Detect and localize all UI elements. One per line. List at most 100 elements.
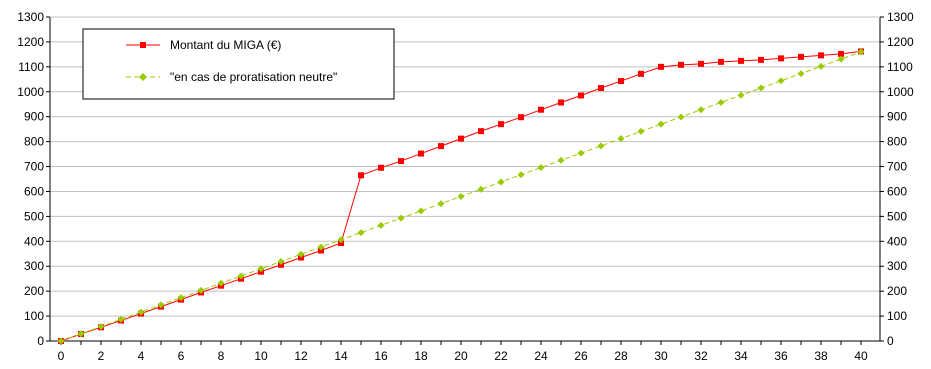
data-point (678, 61, 684, 68)
data-point (618, 78, 624, 85)
data-point (797, 70, 805, 78)
data-point (737, 91, 745, 99)
y-tick-label-left: 700 (24, 160, 44, 174)
data-point (177, 294, 185, 302)
data-point (517, 171, 525, 179)
data-point (317, 243, 325, 251)
data-point (658, 63, 664, 70)
data-point (798, 53, 804, 60)
grid-lines (50, 16, 880, 317)
data-point (757, 84, 765, 92)
data-point (117, 315, 125, 323)
x-tick-label: 18 (414, 349, 428, 363)
data-point (418, 150, 424, 157)
data-point (518, 114, 524, 121)
x-tick-label: 2 (98, 349, 105, 363)
x-tick-label: 38 (814, 349, 828, 363)
legend-marker-series-2 (139, 73, 147, 81)
data-point (458, 135, 464, 142)
data-point (577, 149, 585, 157)
data-point (697, 106, 705, 114)
x-tick-label: 22 (494, 349, 508, 363)
y-tick-label-right: 500 (887, 209, 907, 223)
x-tick-label: 8 (218, 349, 225, 363)
data-point (237, 272, 245, 280)
data-point (677, 113, 685, 121)
y-axis-right-ticks: 0 100 200 300 400 500 600 700 800 900 1000 1100 1200… (880, 10, 914, 348)
legend-box (82, 28, 395, 100)
x-tick-label: 4 (138, 349, 145, 363)
y-tick-label-left: 300 (24, 259, 44, 273)
data-point (57, 337, 65, 345)
data-point (558, 99, 564, 106)
data-point (738, 57, 744, 64)
data-point (617, 135, 625, 143)
x-tick-label: 10 (254, 349, 268, 363)
data-point (77, 330, 85, 338)
data-point (277, 257, 285, 265)
data-point (438, 143, 444, 150)
y-tick-label-right: 200 (887, 284, 907, 298)
y-tick-label-right: 0 (887, 334, 894, 348)
data-point (398, 158, 404, 165)
axes (49, 16, 881, 342)
y-tick-label-right: 900 (887, 110, 907, 124)
legend: Montant du MIGA (€) "en cas de proratisa… (82, 28, 395, 100)
series-group (57, 48, 865, 345)
data-point (397, 214, 405, 222)
y-tick-label-left: 900 (24, 110, 44, 124)
data-point (778, 55, 784, 62)
y-tick-label-right: 1000 (887, 85, 914, 99)
data-point (217, 279, 225, 287)
data-point (717, 98, 725, 106)
data-point (537, 164, 545, 172)
data-point (498, 121, 504, 128)
y-tick-label-left: 1000 (17, 85, 44, 99)
data-point (637, 127, 645, 135)
data-point (377, 221, 385, 229)
y-tick-label-right: 1100 (887, 60, 913, 74)
data-point (378, 164, 384, 171)
y-tick-label-left: 100 (24, 309, 44, 323)
x-tick-label: 0 (58, 349, 65, 363)
x-tick-label: 28 (614, 349, 628, 363)
data-point (837, 55, 845, 63)
y-tick-label-left: 600 (24, 184, 44, 198)
data-point (698, 60, 704, 67)
y-tick-label-right: 600 (887, 184, 907, 198)
y-tick-label-right: 100 (887, 309, 907, 323)
data-point (777, 77, 785, 85)
data-point (477, 185, 485, 193)
data-point (137, 308, 145, 316)
data-point (257, 265, 265, 273)
y-tick-label-left: 800 (24, 135, 44, 149)
x-tick-label: 12 (294, 349, 308, 363)
x-tick-label: 24 (534, 349, 548, 363)
y-tick-label-right: 800 (887, 135, 907, 149)
data-point (478, 128, 484, 135)
y-tick-label-right: 300 (887, 259, 907, 273)
x-tick-label: 14 (334, 349, 348, 363)
data-point (857, 48, 865, 56)
y-tick-label-left: 500 (24, 209, 44, 223)
x-tick-label: 32 (694, 349, 708, 363)
data-point (457, 192, 465, 200)
data-point (597, 142, 605, 150)
x-tick-label: 16 (374, 349, 388, 363)
y-tick-label-left: 200 (24, 284, 44, 298)
y-tick-label-right: 1200 (887, 35, 914, 49)
x-tick-label: 20 (454, 349, 468, 363)
legend-marker-series-1 (140, 42, 146, 48)
data-point (718, 58, 724, 65)
y-tick-label-left: 400 (24, 234, 44, 248)
data-point (538, 106, 544, 113)
legend-label-series-1: Montant du MIGA (€) (170, 38, 281, 52)
series-2 (57, 48, 865, 345)
y-tick-label-left: 1300 (17, 10, 44, 24)
x-tick-label: 6 (178, 349, 185, 363)
y-tick-label-right: 700 (887, 160, 907, 174)
data-point (817, 62, 825, 70)
data-point (357, 229, 365, 237)
y-tick-label-left: 0 (37, 334, 44, 348)
